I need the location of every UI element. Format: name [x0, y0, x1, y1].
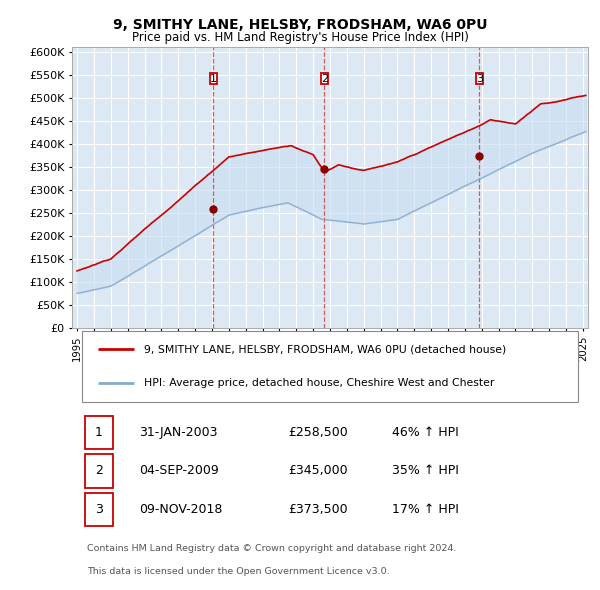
- Text: 04-SEP-2009: 04-SEP-2009: [139, 464, 219, 477]
- Text: 3: 3: [95, 503, 103, 516]
- Bar: [321, 73, 328, 84]
- FancyBboxPatch shape: [85, 416, 113, 449]
- Text: 2: 2: [321, 74, 328, 84]
- Bar: [210, 73, 217, 84]
- Text: 1: 1: [95, 426, 103, 439]
- Text: 31-JAN-2003: 31-JAN-2003: [139, 426, 218, 439]
- Text: 35% ↑ HPI: 35% ↑ HPI: [392, 464, 459, 477]
- Text: Price paid vs. HM Land Registry's House Price Index (HPI): Price paid vs. HM Land Registry's House …: [131, 31, 469, 44]
- Text: 9, SMITHY LANE, HELSBY, FRODSHAM, WA6 0PU: 9, SMITHY LANE, HELSBY, FRODSHAM, WA6 0P…: [113, 18, 487, 32]
- Text: £258,500: £258,500: [289, 426, 349, 439]
- Text: 1: 1: [210, 74, 217, 84]
- Text: £345,000: £345,000: [289, 464, 349, 477]
- Text: Contains HM Land Registry data © Crown copyright and database right 2024.: Contains HM Land Registry data © Crown c…: [88, 544, 457, 553]
- Bar: [476, 73, 482, 84]
- Text: This data is licensed under the Open Government Licence v3.0.: This data is licensed under the Open Gov…: [88, 567, 390, 576]
- Text: 9, SMITHY LANE, HELSBY, FRODSHAM, WA6 0PU (detached house): 9, SMITHY LANE, HELSBY, FRODSHAM, WA6 0P…: [144, 345, 506, 355]
- Text: 09-NOV-2018: 09-NOV-2018: [139, 503, 223, 516]
- FancyBboxPatch shape: [85, 493, 113, 526]
- Text: £373,500: £373,500: [289, 503, 349, 516]
- Text: 3: 3: [476, 74, 483, 84]
- Text: 2: 2: [95, 464, 103, 477]
- FancyBboxPatch shape: [82, 331, 578, 402]
- Text: HPI: Average price, detached house, Cheshire West and Chester: HPI: Average price, detached house, Ches…: [144, 378, 494, 388]
- FancyBboxPatch shape: [85, 454, 113, 487]
- Text: 46% ↑ HPI: 46% ↑ HPI: [392, 426, 458, 439]
- Text: 17% ↑ HPI: 17% ↑ HPI: [392, 503, 459, 516]
